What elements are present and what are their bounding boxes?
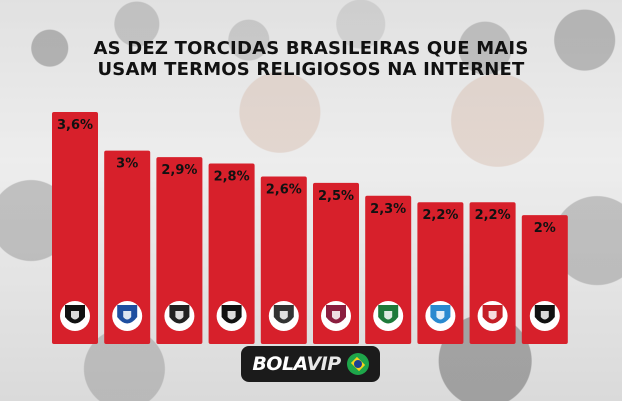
bar-value-label-3: 2,9% bbox=[161, 163, 197, 178]
bar-1 bbox=[52, 112, 98, 344]
bar-5 bbox=[260, 176, 307, 344]
bar-value-label-10: 2% bbox=[534, 221, 556, 236]
bar-2 bbox=[104, 150, 151, 344]
palmeiras-crest-icon-emblem bbox=[384, 311, 393, 320]
brazil-flag-icon bbox=[346, 353, 369, 375]
santos-crest-icon-emblem bbox=[279, 311, 288, 320]
chart-title-line-2: USAM TERMOS RELIGIOSOS NA INTERNET bbox=[97, 59, 525, 80]
bar-value-label-5: 2,6% bbox=[266, 182, 302, 197]
atletico-mineiro-crest-icon-emblem bbox=[175, 311, 184, 320]
fluminense-crest-icon-emblem bbox=[332, 311, 340, 320]
corinthians-crest-icon-emblem bbox=[540, 311, 549, 320]
bar-value-label-9: 2,2% bbox=[475, 208, 511, 223]
bar-value-label-8: 2,2% bbox=[422, 208, 458, 223]
bar-value-label-6: 2,5% bbox=[318, 189, 354, 204]
cruzeiro-crest-icon-emblem bbox=[123, 311, 132, 320]
bolavip-logo: BOLAVIP bbox=[241, 346, 380, 382]
chart-title-line-1: AS DEZ TORCIDAS BRASILEIRAS QUE MAIS bbox=[93, 38, 529, 59]
bar-value-label-4: 2,8% bbox=[214, 170, 250, 185]
bar-value-label-1: 3,6% bbox=[57, 118, 93, 133]
bar-value-label-2: 3% bbox=[116, 157, 138, 172]
gremio-crest-icon-emblem bbox=[436, 311, 445, 320]
bar-value-label-7: 2,3% bbox=[370, 202, 406, 217]
sao-paulo-crest-icon-emblem bbox=[488, 311, 497, 320]
botafogo-crest-icon-emblem bbox=[71, 311, 79, 320]
vasco-crest-icon-emblem bbox=[227, 311, 236, 320]
chart-title: AS DEZ TORCIDAS BRASILEIRAS QUE MAIS USA… bbox=[0, 38, 622, 80]
bar-6 bbox=[313, 182, 359, 344]
bar-4 bbox=[208, 163, 255, 344]
bolavip-wordmark: BOLAVIP bbox=[252, 353, 341, 375]
bar-3 bbox=[156, 157, 203, 344]
